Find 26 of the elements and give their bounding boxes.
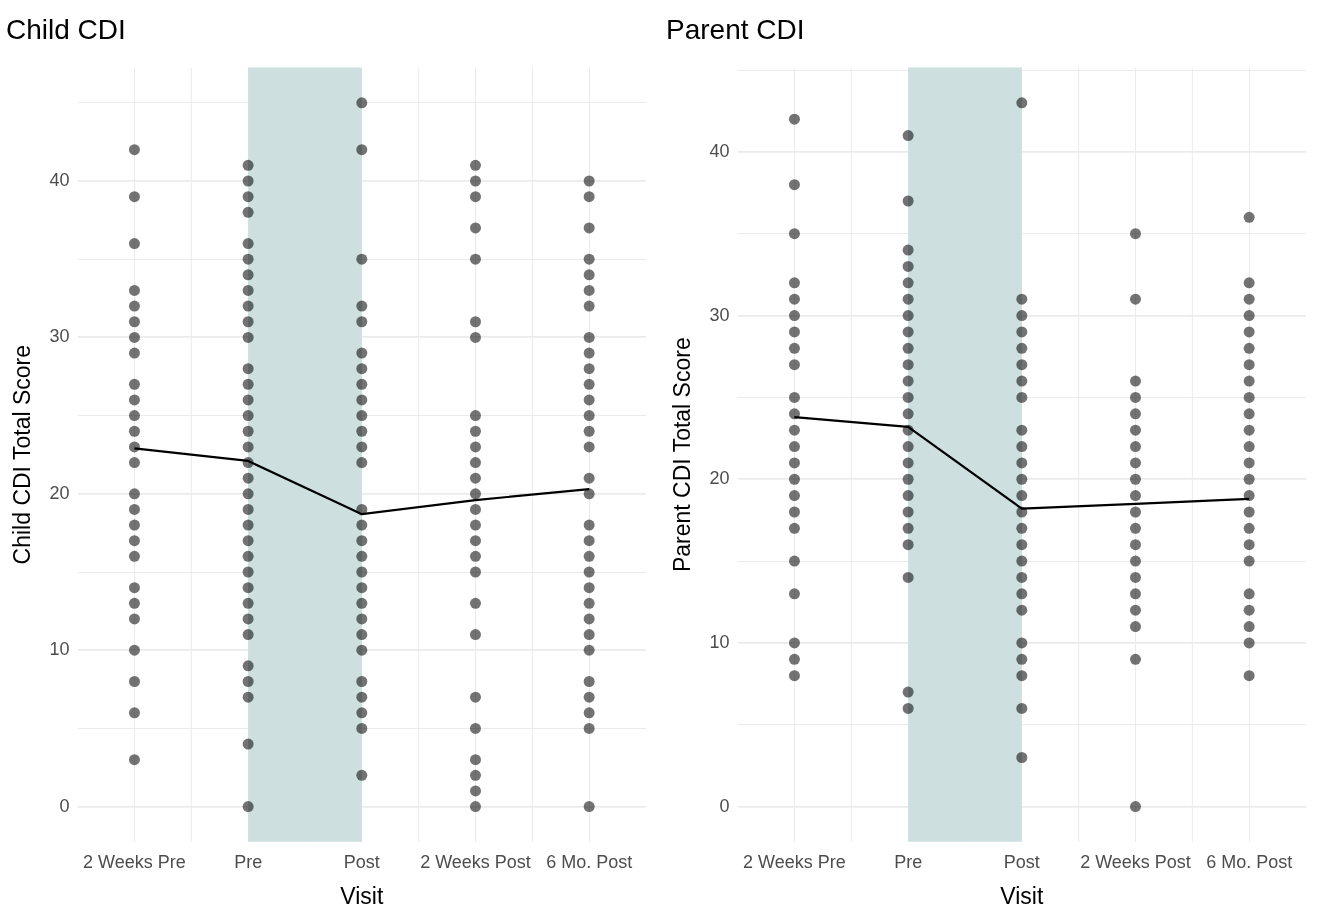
chart-title: Parent CDI	[666, 13, 805, 45]
x-tick-label: Post	[343, 851, 380, 872]
x-tick-label: 6 Mo. Post	[1206, 851, 1293, 872]
x-tick-label: 2 Weeks Post	[420, 851, 531, 872]
y-tick-label: 0	[719, 795, 730, 816]
y-tick-label: 0	[59, 795, 70, 816]
x-axis-title: Visit	[1000, 882, 1044, 909]
y-axis-title: Child CDI Total Score	[9, 344, 36, 565]
y-tick-label: 30	[709, 304, 730, 325]
x-tick-label: 2 Weeks Post	[1080, 851, 1191, 872]
y-tick-label: 20	[49, 482, 70, 503]
y-axis-title: Parent CDI Total Score	[669, 337, 696, 573]
x-tick-label: 2 Weeks Pre	[83, 851, 186, 872]
y-tick-label: 20	[709, 468, 730, 489]
y-tick-label: 10	[709, 631, 730, 652]
x-tick-label: 6 Mo. Post	[546, 851, 633, 872]
y-tick-label: 10	[49, 639, 70, 660]
x-tick-label: 2 Weeks Pre	[743, 851, 846, 872]
y-tick-label: 30	[49, 326, 70, 347]
x-tick-label: Pre	[894, 851, 923, 872]
x-axis-title: Visit	[340, 882, 384, 909]
x-tick-label: Post	[1003, 851, 1040, 872]
y-tick-label: 40	[709, 140, 730, 161]
chart-title: Child CDI	[6, 13, 126, 45]
x-tick-label: Pre	[234, 851, 263, 872]
y-tick-label: 40	[49, 169, 70, 190]
